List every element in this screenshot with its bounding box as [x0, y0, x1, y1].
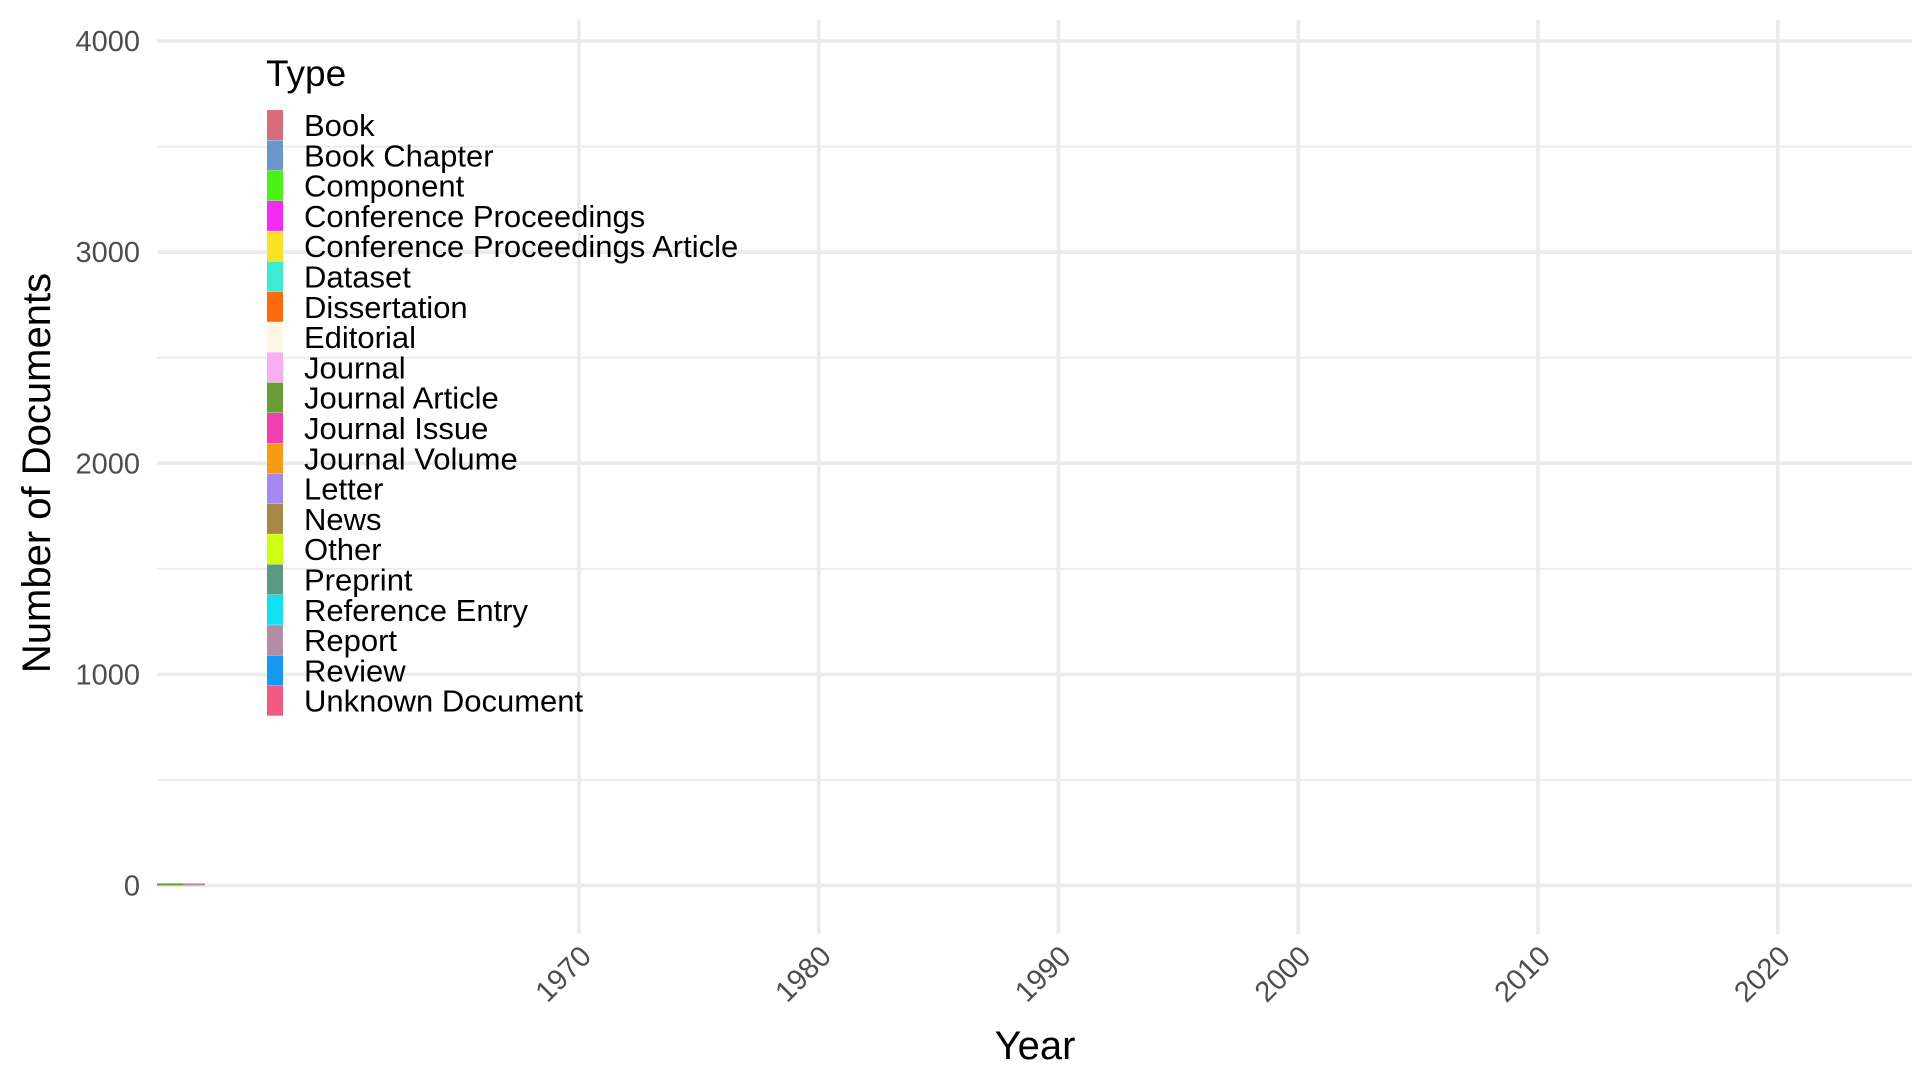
legend-swatch-editorial: [267, 322, 283, 352]
x-tick-label: 2010: [1489, 940, 1557, 1008]
legend-swatch-book: [267, 110, 283, 140]
y-tick-label: 1000: [75, 659, 140, 691]
legend-swatch-news: [267, 504, 283, 534]
legend-swatch-book-chapter: [267, 140, 283, 170]
legend-swatch-review: [267, 655, 283, 685]
x-tick-label: 2020: [1728, 940, 1796, 1008]
legend-swatch-journal-issue: [267, 413, 283, 443]
legend-swatch-dataset: [267, 262, 283, 292]
y-tick-label: 4000: [75, 26, 140, 58]
legend-swatch-unknown-document: [267, 686, 283, 716]
legend-swatch-component: [267, 171, 283, 201]
y-tick-label: 2000: [75, 448, 140, 480]
legend-swatch-conference-proceedings-article: [267, 231, 283, 261]
y-axis-title: Number of Documents: [15, 273, 59, 673]
legend-swatch-dissertation: [267, 292, 283, 322]
y-tick-label: 0: [124, 870, 140, 902]
legend-swatch-letter: [267, 474, 283, 504]
legend-swatch-reference-entry: [267, 595, 283, 625]
legend-label-unknown-document: Unknown Document: [304, 684, 584, 719]
x-tick-label: 1970: [530, 940, 598, 1008]
x-tick-label: 2000: [1249, 940, 1317, 1008]
legend-swatch-journal-volume: [267, 443, 283, 473]
area-journal-article: [157, 883, 183, 885]
legend-swatch-journal-article: [267, 383, 283, 413]
area-report: [183, 883, 205, 885]
y-tick-label: 3000: [75, 237, 140, 269]
x-tick-label: 1990: [1009, 940, 1077, 1008]
data-layer: [157, 883, 205, 885]
legend-swatch-other: [267, 534, 283, 564]
x-tick-label: 1980: [769, 940, 837, 1008]
legend-swatch-journal: [267, 352, 283, 382]
legend-swatch-preprint: [267, 565, 283, 595]
x-axis-title: Year: [995, 1024, 1076, 1068]
legend-title: Type: [266, 53, 346, 94]
legend-swatch-conference-proceedings: [267, 201, 283, 231]
legend-swatch-report: [267, 625, 283, 655]
